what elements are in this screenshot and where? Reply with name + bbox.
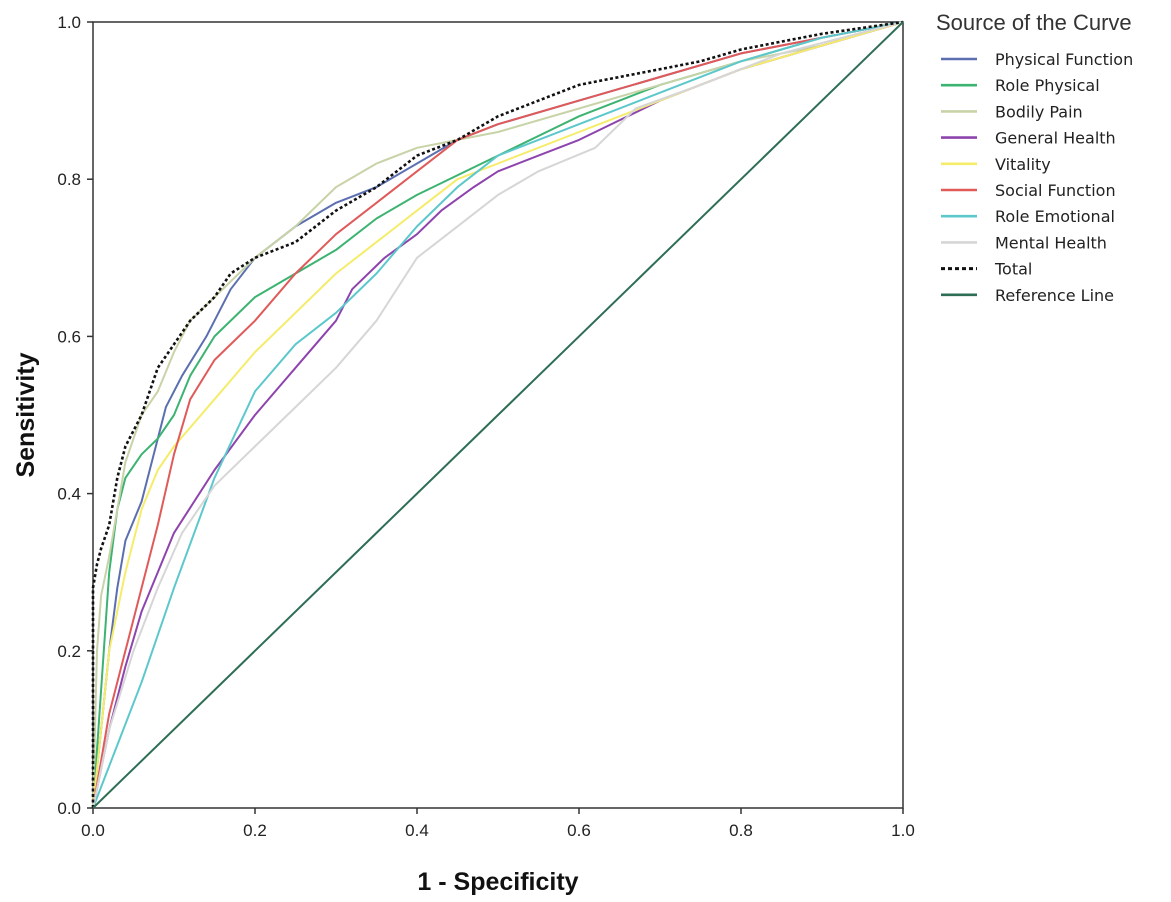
- series-layer: [91, 20, 904, 809]
- x-tick-label: 0.4: [405, 821, 429, 840]
- x-tick-label: 0.8: [729, 821, 753, 840]
- plot-border: [92, 21, 904, 809]
- series-line-role-emotional: [92, 21, 904, 809]
- y-tick-label: 0.0: [57, 799, 81, 818]
- legend-label: Physical Function: [995, 50, 1133, 69]
- y-axis-title: Sensitivity: [12, 352, 40, 477]
- legend: Source of the Curve Physical Function Rol…: [936, 10, 1133, 305]
- legend-label: Social Function: [995, 181, 1116, 200]
- series-line-vitality: [92, 21, 904, 809]
- y-tick-label: 0.4: [57, 485, 81, 504]
- y-tick-label: 0.8: [57, 170, 81, 189]
- legend-label: Total: [994, 260, 1032, 279]
- legend-label: Role Physical: [995, 76, 1100, 95]
- x-tick-label: 0.2: [243, 821, 267, 840]
- series-line-social-function: [92, 21, 904, 809]
- x-tick-label: 0.6: [567, 821, 591, 840]
- plot-area: [92, 21, 904, 809]
- axes-layer: 0.0 0.2 0.4 0.6 0.8 1.0 0.0 0.2 0.4 0.6 0.8 1.0: [57, 13, 914, 840]
- legend-label: Role Emotional: [995, 207, 1115, 226]
- series-line-mental-health: [92, 21, 904, 809]
- x-tick-label: 0.0: [81, 821, 105, 840]
- x-axis-title: 1 - Specificity: [417, 868, 578, 896]
- y-tick-label: 0.2: [57, 642, 81, 661]
- y-tick-label: 0.6: [57, 327, 81, 346]
- legend-label: Mental Health: [995, 233, 1107, 252]
- legend-label: General Health: [995, 129, 1116, 148]
- legend-title: Source of the Curve: [936, 10, 1132, 35]
- series-line-general-health: [92, 21, 904, 809]
- series-line-bodily-pain: [92, 21, 904, 809]
- series-line-reference-line: [92, 21, 904, 809]
- legend-label: Bodily Pain: [995, 102, 1083, 121]
- legend-label: Vitality: [995, 155, 1051, 174]
- y-tick-label: 1.0: [57, 13, 81, 32]
- x-tick-label: 1.0: [891, 821, 915, 840]
- legend-label: Reference Line: [995, 286, 1114, 305]
